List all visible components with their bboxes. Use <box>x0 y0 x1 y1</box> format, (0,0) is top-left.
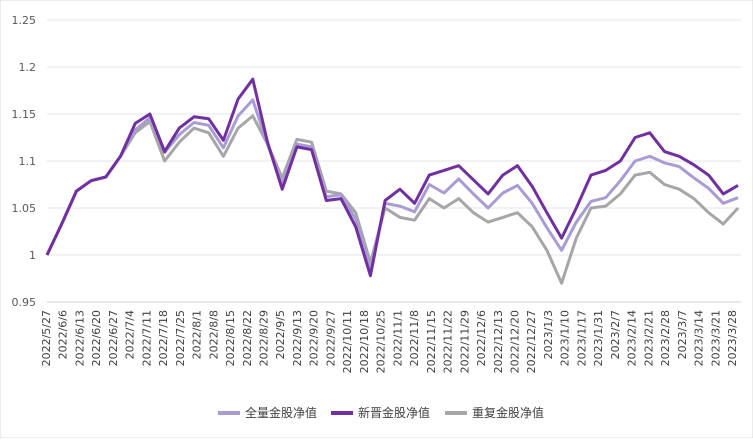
x-tick-label: 2022/8/15 <box>224 310 237 366</box>
x-tick-label: 2022/9/20 <box>308 310 321 366</box>
x-axis: 2022/5/27 2022/6/6 2022/6/13 2022/6/20 2022/… <box>40 310 739 373</box>
y-tick-label: 1 <box>29 249 36 262</box>
y-tick-label: 1.25 <box>12 14 37 27</box>
x-tick-label: 2022/6/27 <box>107 310 120 366</box>
x-tick-label: 2022/11/22 <box>442 310 455 373</box>
x-tick-label: 2022/10/25 <box>375 310 388 373</box>
y-tick-label: 1.1 <box>19 155 37 168</box>
series-lines <box>45 77 740 285</box>
x-tick-label: 2023/3/14 <box>693 310 706 366</box>
y-tick-label: 1.2 <box>19 61 37 74</box>
x-tick-label: 2022/12/20 <box>508 310 521 373</box>
y-tick-label: 1.15 <box>12 108 37 121</box>
x-tick-label: 2022/12/13 <box>492 310 505 373</box>
series-line-2 <box>45 77 739 278</box>
x-tick-label: 2022/6/20 <box>90 310 103 366</box>
x-tick-label: 2023/3/21 <box>709 310 722 366</box>
x-tick-label: 2023/1/17 <box>575 310 588 366</box>
x-tick-label: 2023/1/3 <box>542 310 555 359</box>
legend-label: 新晋金股净值 <box>358 405 430 420</box>
x-tick-label: 2022/12/27 <box>525 310 538 373</box>
x-tick-label: 2022/9/27 <box>324 310 337 366</box>
legend: 全量金股净值 新晋金股净值 重复金股净值 <box>218 405 544 420</box>
y-tick-label: 0.95 <box>12 296 37 309</box>
x-tick-label: 2022/8/29 <box>258 310 271 366</box>
x-tick-label: 2023/1/10 <box>559 310 572 366</box>
x-tick-label: 2022/6/13 <box>73 310 86 366</box>
x-tick-label: 2022/10/18 <box>358 310 371 373</box>
x-tick-label: 2022/8/22 <box>241 310 254 366</box>
x-tick-label: 2022/11/15 <box>425 310 438 373</box>
x-tick-label: 2022/9/5 <box>274 310 287 359</box>
x-tick-label: 2022/8/1 <box>191 310 204 359</box>
x-tick-label: 2022/7/25 <box>174 310 187 366</box>
x-tick-label: 2022/11/8 <box>408 310 421 366</box>
x-tick-label: 2023/3/28 <box>726 310 739 366</box>
legend-label: 全量金股净值 <box>245 405 317 420</box>
x-tick-label: 2023/2/7 <box>609 310 622 359</box>
x-tick-label: 2022/9/13 <box>291 310 304 366</box>
x-tick-label: 2023/2/28 <box>659 310 672 366</box>
x-tick-label: 2022/5/27 <box>40 310 53 366</box>
x-tick-label: 2023/2/14 <box>626 310 639 366</box>
y-axis: 0.95 1 1.05 1.1 1.15 1.2 1.25 <box>12 14 37 309</box>
x-tick-label: 2022/12/6 <box>475 310 488 366</box>
legend-label: 重复金股净值 <box>472 405 544 420</box>
y-tick-label: 1.05 <box>12 202 37 215</box>
x-tick-label: 2022/11/1 <box>391 310 404 366</box>
series-line-3 <box>45 114 740 285</box>
x-tick-label: 2023/2/21 <box>642 310 655 366</box>
x-tick-label: 2022/6/6 <box>57 310 70 359</box>
x-tick-label: 2022/7/11 <box>140 310 153 366</box>
x-tick-label: 2022/10/11 <box>341 310 354 373</box>
x-tick-label: 2022/7/4 <box>124 310 137 359</box>
x-tick-label: 2022/11/29 <box>458 310 471 373</box>
x-tick-label: 2023/3/7 <box>676 310 689 359</box>
x-tick-label: 2022/8/8 <box>207 310 220 359</box>
x-tick-label: 2023/1/31 <box>592 310 605 366</box>
gridlines <box>47 19 741 256</box>
x-tick-label: 2022/7/18 <box>157 310 170 366</box>
